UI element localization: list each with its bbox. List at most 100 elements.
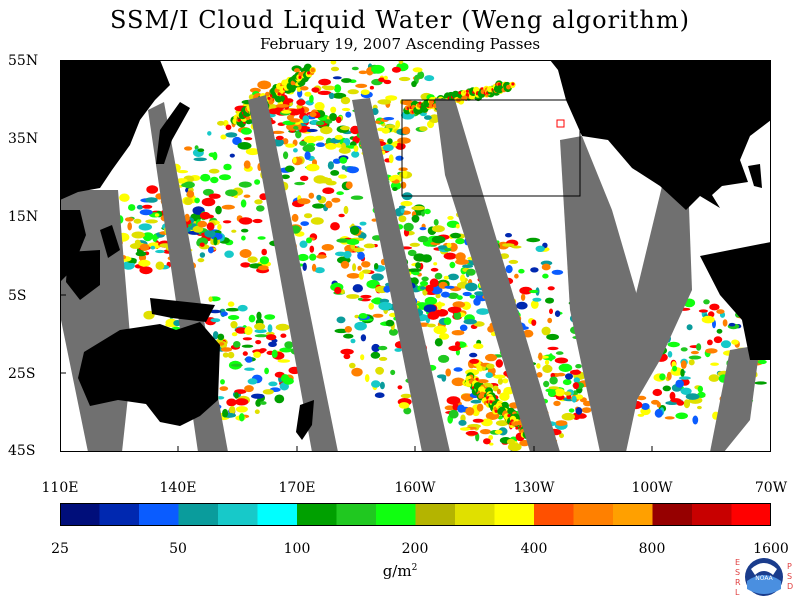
cloud-water-patch xyxy=(358,271,364,280)
cloud-water-patch xyxy=(446,242,452,248)
cloud-water-patch xyxy=(518,268,525,274)
cloud-water-patch xyxy=(324,119,333,124)
colorbar-label: 200 xyxy=(401,541,429,557)
cloud-water-patch xyxy=(312,203,325,209)
cloud-water-patch xyxy=(281,110,292,114)
cloud-water-patch xyxy=(274,394,285,404)
cloud-water-patch xyxy=(554,310,561,317)
cloud-water-patch xyxy=(317,90,332,95)
cloud-water-patch xyxy=(514,273,519,279)
cloud-band-patch xyxy=(298,75,302,79)
cloud-water-patch xyxy=(294,181,305,186)
cloud-water-patch xyxy=(229,153,235,158)
colorbar-cell xyxy=(178,503,219,526)
cloud-water-patch xyxy=(340,125,350,131)
cloud-water-patch xyxy=(284,98,294,103)
cloud-water-patch xyxy=(209,309,222,314)
cloud-water-patch xyxy=(401,126,411,135)
cloud-water-patch xyxy=(304,213,313,219)
cloud-water-patch xyxy=(222,352,229,358)
cloud-water-patch xyxy=(640,407,651,416)
colorbar-cell xyxy=(534,503,574,526)
cloud-water-patch xyxy=(456,295,463,300)
cloud-water-patch xyxy=(535,245,545,252)
cloud-water-patch xyxy=(441,291,450,298)
cloud-water-patch xyxy=(434,338,443,347)
cloud-water-patch xyxy=(469,358,480,364)
cloud-water-patch xyxy=(497,378,503,385)
cloud-water-patch xyxy=(332,158,341,164)
cloud-water-patch xyxy=(243,160,251,169)
lat-label: 15N xyxy=(8,209,39,225)
cloud-water-patch xyxy=(346,273,361,279)
cloud-water-patch xyxy=(218,342,225,346)
cloud-water-patch xyxy=(379,381,385,390)
cloud-water-patch xyxy=(243,137,253,141)
cloud-water-patch xyxy=(508,259,519,264)
cloud-water-patch xyxy=(264,367,269,375)
cloud-water-patch xyxy=(220,134,227,140)
cloud-water-patch xyxy=(447,306,462,313)
cloud-water-patch xyxy=(193,157,207,162)
cloud-water-patch xyxy=(385,124,396,129)
cloud-water-patch xyxy=(576,413,587,419)
cloud-water-patch xyxy=(201,197,216,207)
cloud-water-patch xyxy=(375,366,384,375)
cloud-water-patch xyxy=(564,391,572,396)
cloud-water-patch xyxy=(330,60,337,65)
lat-label: 55N xyxy=(8,53,39,69)
cloud-water-patch xyxy=(419,281,429,286)
cloud-water-patch xyxy=(220,347,233,352)
cloud-water-map xyxy=(60,60,771,452)
colorbar-cell xyxy=(652,503,693,526)
cloud-water-patch xyxy=(309,111,317,118)
logo-letter: P xyxy=(787,562,792,571)
cloud-water-patch xyxy=(448,409,459,419)
cloud-water-patch xyxy=(400,208,405,214)
cloud-water-patch xyxy=(494,429,503,435)
cloud-water-patch xyxy=(465,407,475,416)
marker-box xyxy=(556,119,565,128)
cloud-water-patch xyxy=(424,75,435,82)
cloud-water-patch xyxy=(328,92,335,99)
cloud-water-patch xyxy=(675,379,684,388)
cloud-water-patch xyxy=(372,313,384,318)
cloud-band-patch xyxy=(277,92,281,96)
cloud-water-patch xyxy=(731,339,739,345)
cloud-water-patch xyxy=(371,298,381,304)
cloud-water-patch xyxy=(555,351,564,355)
cloud-water-patch xyxy=(315,142,326,147)
cloud-water-patch xyxy=(701,315,715,324)
cloud-water-patch xyxy=(536,363,541,369)
cloud-water-patch xyxy=(697,385,703,393)
indochina xyxy=(60,210,86,282)
cloud-water-patch xyxy=(377,99,392,105)
cloud-water-patch xyxy=(520,293,526,301)
cloud-water-patch xyxy=(376,286,383,290)
cloud-water-patch xyxy=(441,374,447,382)
cloud-water-patch xyxy=(284,341,294,349)
cloud-water-patch xyxy=(398,205,406,209)
cloud-water-patch xyxy=(705,348,718,354)
cloud-water-patch xyxy=(708,374,720,382)
cloud-water-patch xyxy=(202,188,214,196)
cloud-water-patch xyxy=(443,252,457,260)
cloud-water-patch xyxy=(139,209,153,216)
colorbar-cell xyxy=(613,503,653,526)
cloud-water-patch xyxy=(240,127,252,135)
cloud-water-patch xyxy=(327,161,334,170)
cloud-water-patch xyxy=(398,402,410,409)
cloud-band-patch xyxy=(267,96,271,100)
cloud-water-patch xyxy=(217,120,225,126)
new-zealand xyxy=(296,400,314,440)
cloud-water-patch xyxy=(127,222,132,231)
cloud-water-patch xyxy=(549,376,558,385)
cloud-water-patch xyxy=(511,245,522,249)
cloud-water-patch xyxy=(219,386,229,391)
cloud-water-patch xyxy=(256,205,265,212)
cloud-water-patch xyxy=(363,243,376,249)
cloud-water-patch xyxy=(446,396,461,405)
cloud-water-patch xyxy=(378,345,388,351)
cloud-band-patch xyxy=(265,91,270,97)
cloud-water-patch xyxy=(313,175,327,184)
